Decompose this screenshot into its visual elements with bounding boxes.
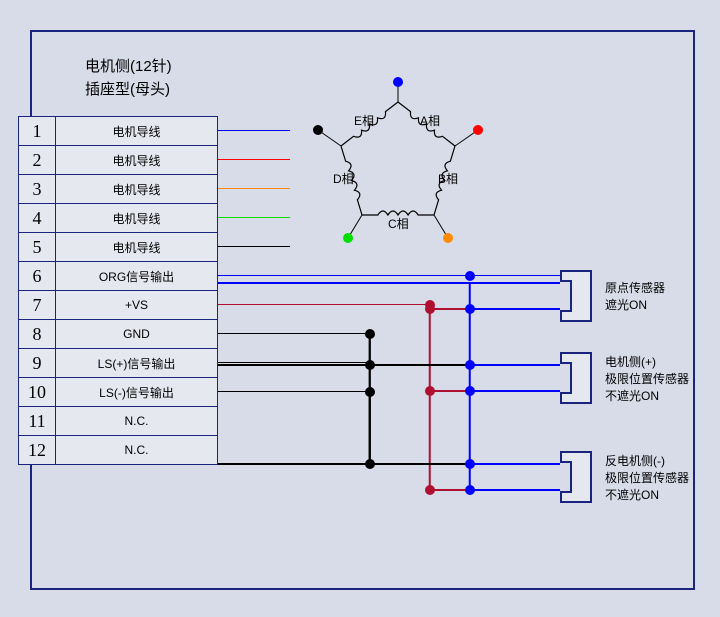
sensor-label-2: 反电机侧(-)极限位置传感器不遮光ON (605, 453, 689, 503)
pin-row-1: 1电机导线 (18, 116, 218, 146)
header-line1: 电机侧(12针) (85, 55, 172, 76)
sensor-label-line: 不遮光ON (605, 388, 689, 405)
pin-num: 9 (19, 349, 56, 377)
wire (218, 333, 370, 335)
wire (470, 364, 560, 366)
sensor-label-line: 不遮光ON (605, 487, 689, 504)
pin-num: 3 (19, 175, 56, 203)
sensor-label-line: 反电机侧(-) (605, 453, 689, 470)
header-line2: 插座型(母头) (85, 78, 170, 99)
pin-label: LS(+)信号输出 (56, 349, 217, 377)
junction-node (465, 271, 475, 281)
pin-num: 7 (19, 291, 56, 319)
sensor-label-line: 原点传感器 (605, 280, 665, 297)
wire (218, 246, 290, 248)
pin-row-11: 11N.C. (18, 406, 218, 436)
pin-num: 8 (19, 320, 56, 348)
wire (218, 362, 370, 364)
sensor-label-line: 极限位置传感器 (605, 470, 689, 487)
pin-row-5: 5电机导线 (18, 232, 218, 262)
pin-label: LS(-)信号输出 (56, 378, 217, 406)
pin-num: 4 (19, 204, 56, 232)
phase-label-C: C相 (388, 215, 409, 232)
pin-label: GND (56, 320, 217, 348)
wire (218, 304, 430, 306)
sensor-notch (560, 362, 572, 394)
pin-label: ORG信号输出 (56, 262, 217, 290)
phase-label-B: B相 (438, 170, 458, 187)
pin-num: 5 (19, 233, 56, 261)
junction-node (465, 386, 475, 396)
wire (470, 489, 560, 491)
pin-label: 电机导线 (56, 146, 217, 174)
junction-node (465, 459, 475, 469)
wire (470, 275, 560, 277)
wire (218, 217, 290, 219)
pin-row-3: 3电机导线 (18, 174, 218, 204)
wire (369, 334, 371, 465)
pin-label: 电机导线 (56, 117, 217, 145)
pin-row-4: 4电机导线 (18, 203, 218, 233)
junction-node (465, 360, 475, 370)
wire (470, 463, 560, 465)
wire (218, 391, 370, 393)
pin-row-7: 7+VS (18, 290, 218, 320)
wire (429, 305, 431, 491)
junction-node (465, 485, 475, 495)
sensor-label-line: 极限位置传感器 (605, 371, 689, 388)
wire (218, 282, 560, 284)
pin-num: 6 (19, 262, 56, 290)
wire (470, 308, 560, 310)
pin-label: 电机导线 (56, 233, 217, 261)
pin-row-2: 2电机导线 (18, 145, 218, 175)
sensor-label-line: 电机侧(+) (605, 354, 689, 371)
wire (218, 130, 290, 132)
sensor-notch (560, 461, 572, 493)
sensor-label-0: 原点传感器遮光ON (605, 280, 665, 314)
junction-node (425, 386, 435, 396)
pin-num: 11 (19, 407, 56, 435)
junction-node (425, 300, 435, 310)
wire (218, 159, 290, 161)
pin-num: 12 (19, 436, 56, 464)
pin-label: N.C. (56, 436, 217, 464)
sensor-notch (560, 280, 572, 312)
wire (470, 390, 560, 392)
pin-row-12: 12N.C. (18, 435, 218, 465)
pin-row-10: 10LS(-)信号输出 (18, 377, 218, 407)
junction-node (425, 485, 435, 495)
wire (218, 188, 290, 190)
pin-row-6: 6ORG信号输出 (18, 261, 218, 291)
pin-label: N.C. (56, 407, 217, 435)
phase-label-D: D相 (333, 170, 354, 187)
pin-label: 电机导线 (56, 204, 217, 232)
phase-label-A: A相 (420, 112, 440, 129)
pin-num: 10 (19, 378, 56, 406)
pin-num: 1 (19, 117, 56, 145)
pin-row-9: 9LS(+)信号输出 (18, 348, 218, 378)
sensor-label-1: 电机侧(+)极限位置传感器不遮光ON (605, 354, 689, 404)
pin-num: 2 (19, 146, 56, 174)
phase-label-E: E相 (354, 112, 374, 129)
pin-label: +VS (56, 291, 217, 319)
pin-row-8: 8GND (18, 319, 218, 349)
pin-label: 电机导线 (56, 175, 217, 203)
sensor-label-line: 遮光ON (605, 297, 665, 314)
